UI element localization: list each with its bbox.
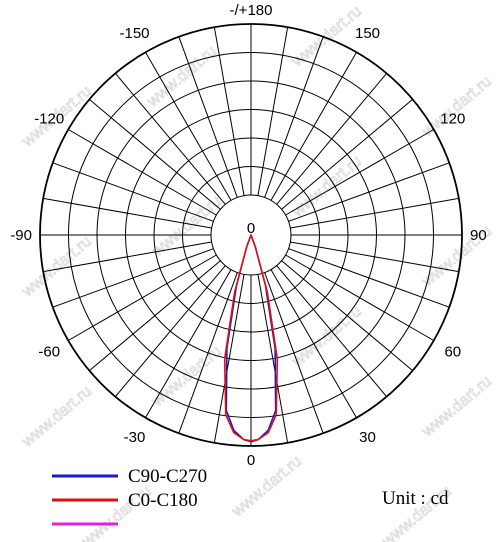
grid-spoke bbox=[285, 254, 434, 341]
center-radial-label: 0 bbox=[247, 220, 255, 237]
grid-spoke bbox=[264, 36, 324, 198]
grid-spoke bbox=[288, 162, 450, 222]
grid-spoke bbox=[285, 129, 434, 216]
angle-label: -120 bbox=[34, 111, 64, 128]
legend-label: C0-C180 bbox=[128, 490, 198, 511]
grid-spoke bbox=[52, 248, 214, 308]
grid-spoke bbox=[276, 265, 388, 397]
angle-label: 90 bbox=[470, 227, 487, 244]
grid-spoke bbox=[213, 274, 245, 443]
grid-spoke bbox=[276, 73, 388, 205]
watermark-layer: www.dart.ruwww.dart.ruwww.dart.ruwww.dar… bbox=[18, 2, 495, 542]
grid-spoke bbox=[281, 98, 413, 210]
angle-labels: -/+180 150 -150 120 -120 90 -90 60 -60 30 -30 0 bbox=[10, 2, 486, 469]
watermark-text: www.dart.ru bbox=[144, 43, 220, 111]
angle-label: 0 bbox=[247, 452, 255, 469]
grid-spoke bbox=[281, 260, 413, 372]
legend: C90-C270 C0-C180 bbox=[52, 466, 207, 526]
watermark-text: www.dart.ru bbox=[289, 303, 365, 371]
grid-spoke bbox=[68, 129, 217, 216]
grid-spoke bbox=[145, 52, 232, 201]
grid-spoke bbox=[288, 248, 450, 308]
grid-spoke bbox=[257, 274, 289, 443]
grid-spoke bbox=[145, 269, 232, 418]
angle-label: -30 bbox=[124, 429, 146, 446]
angle-label: 60 bbox=[444, 344, 461, 361]
series-curve bbox=[223, 234, 279, 442]
watermark-text: www.dart.ru bbox=[419, 73, 495, 141]
grid-spoke bbox=[68, 254, 217, 341]
legend-label: C90-C270 bbox=[128, 466, 207, 487]
watermark-text: www.dart.ru bbox=[289, 3, 365, 71]
angle-label: -/+180 bbox=[230, 2, 273, 19]
polar-grid bbox=[39, 23, 463, 447]
grid-spoke bbox=[270, 52, 357, 201]
unit-label: Unit : cd bbox=[382, 488, 449, 509]
watermark-text: www.dart.ru bbox=[19, 383, 95, 451]
watermark-text: www.dart.ru bbox=[419, 373, 495, 441]
grid-spoke bbox=[178, 36, 238, 198]
grid-spoke bbox=[290, 197, 459, 229]
grid-spoke bbox=[89, 98, 221, 210]
angle-label: -90 bbox=[10, 227, 32, 244]
grid-spoke bbox=[270, 269, 357, 418]
grid-spoke bbox=[290, 241, 459, 273]
angle-label: 120 bbox=[440, 111, 465, 128]
angle-label: 30 bbox=[359, 429, 376, 446]
angle-label: -150 bbox=[119, 25, 149, 42]
grid-spoke bbox=[43, 241, 212, 273]
grid-spoke bbox=[257, 27, 289, 196]
grid-spoke bbox=[114, 265, 226, 397]
angle-label: -60 bbox=[38, 344, 60, 361]
grid-spoke bbox=[178, 272, 238, 434]
watermark-text: www.dart.ru bbox=[229, 453, 305, 521]
grid-spoke bbox=[43, 197, 212, 229]
grid-spoke bbox=[52, 162, 214, 222]
grid-spoke bbox=[213, 27, 245, 196]
watermark-text: www.dart.ru bbox=[149, 343, 225, 411]
angle-label: 150 bbox=[355, 25, 380, 42]
grid-spoke bbox=[264, 272, 324, 434]
series-curves bbox=[223, 234, 279, 443]
grid-spoke bbox=[114, 73, 226, 205]
grid-spoke bbox=[89, 260, 221, 372]
